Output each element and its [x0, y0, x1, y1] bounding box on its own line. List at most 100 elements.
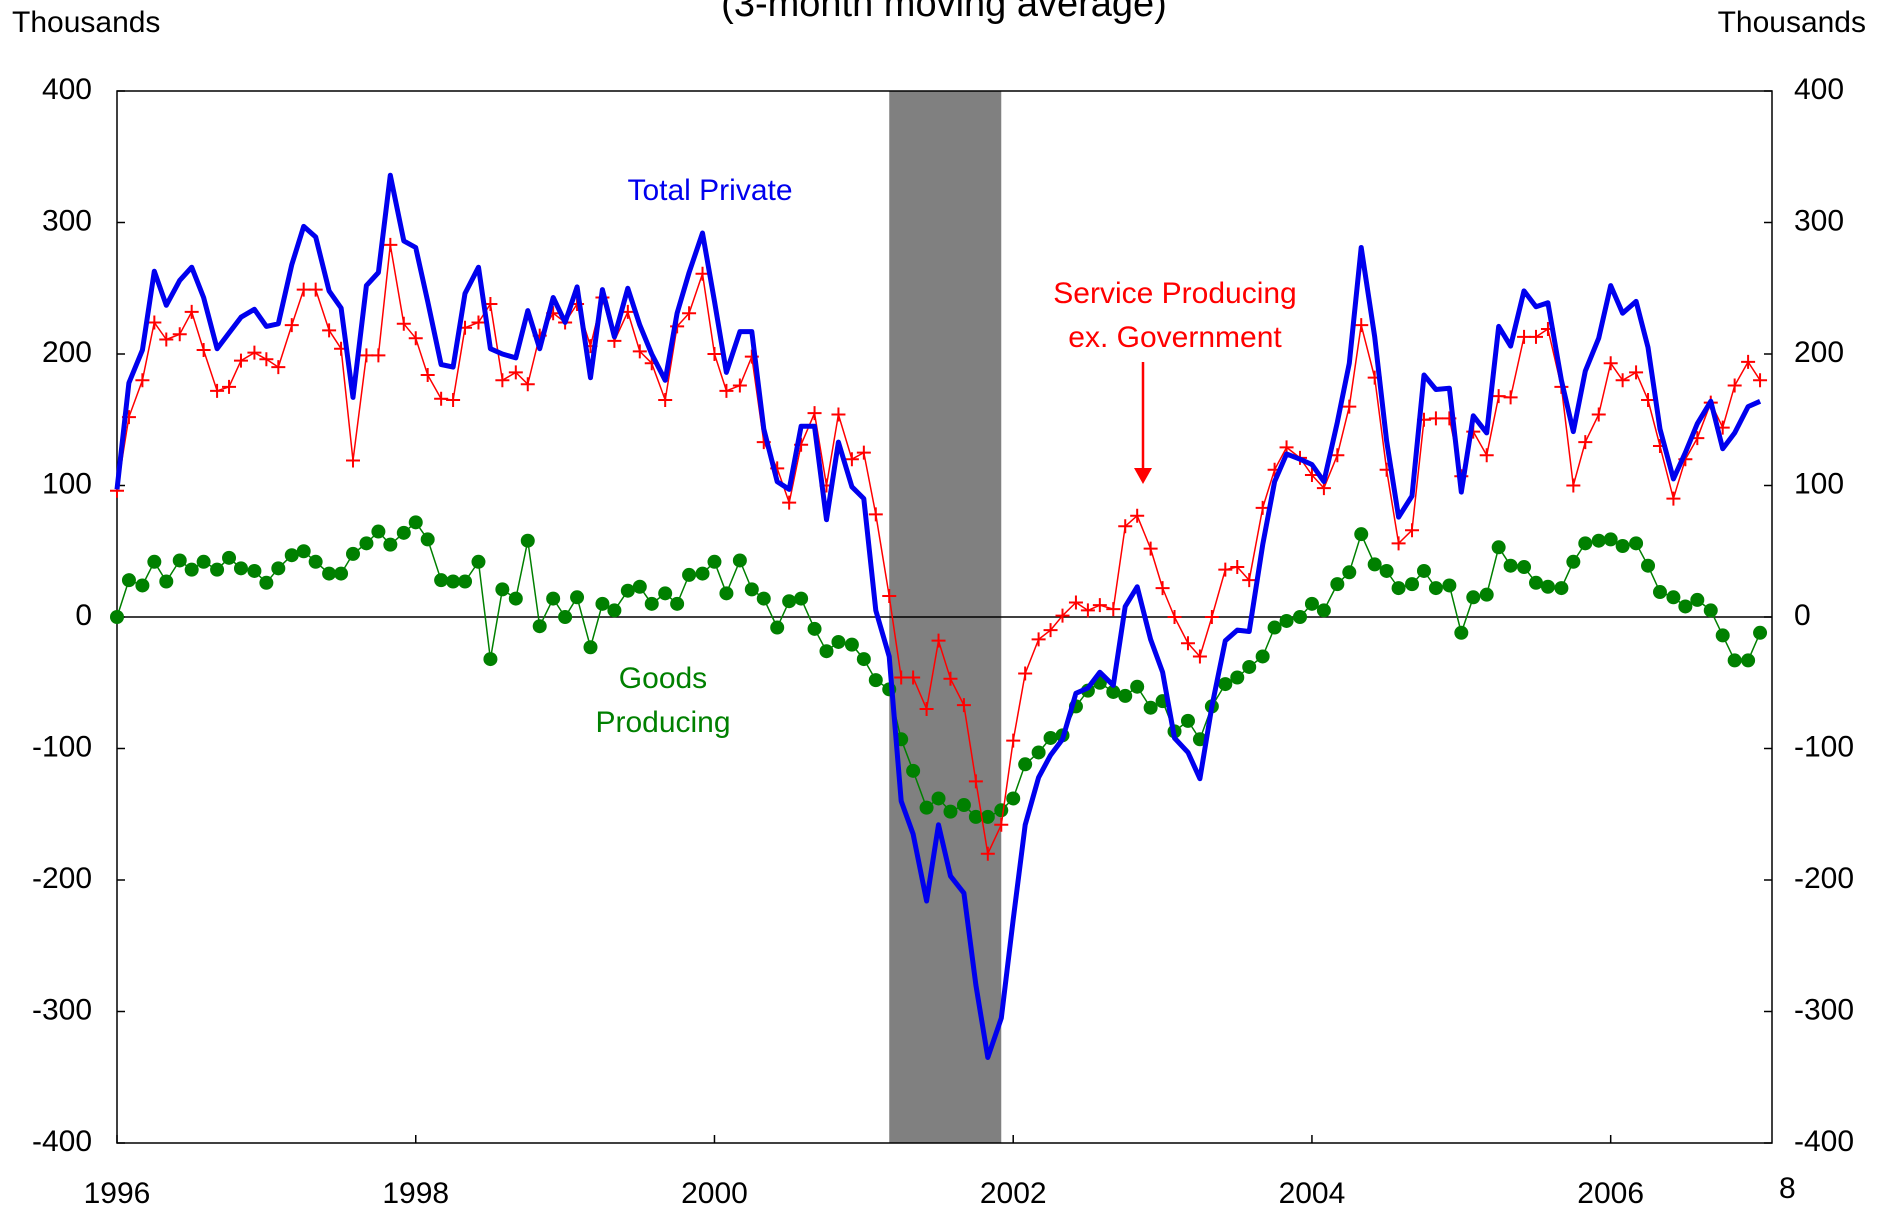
point — [1727, 653, 1742, 668]
point — [147, 315, 162, 330]
point — [1267, 620, 1282, 635]
point — [420, 368, 435, 383]
point — [396, 316, 411, 331]
point — [196, 554, 211, 569]
y-axis-label: Thousands — [12, 6, 160, 39]
series-line — [114, 172, 1762, 1060]
point — [1641, 558, 1656, 573]
point — [1566, 554, 1581, 569]
point — [359, 348, 374, 363]
annotation: Total Private — [627, 174, 792, 207]
point — [968, 809, 983, 824]
point — [210, 562, 225, 577]
point — [1503, 558, 1518, 573]
point — [868, 673, 883, 688]
point — [359, 536, 374, 551]
point — [1629, 365, 1644, 380]
point — [1330, 577, 1345, 592]
point — [819, 644, 834, 659]
point — [159, 332, 174, 347]
y-tick-label: 0 — [75, 599, 92, 632]
y2-tick-label: -400 — [1794, 1125, 1854, 1158]
point — [271, 561, 286, 576]
point — [1528, 575, 1543, 590]
point — [1367, 557, 1382, 572]
point — [956, 698, 971, 713]
point — [508, 365, 523, 380]
point — [322, 566, 337, 581]
point — [1491, 389, 1506, 404]
point — [1354, 318, 1369, 333]
point — [1167, 610, 1182, 624]
point — [308, 282, 323, 297]
x-tick-label: 2000 — [681, 1177, 748, 1210]
point — [296, 282, 311, 297]
point — [1727, 378, 1742, 393]
point — [1652, 585, 1667, 600]
point — [583, 640, 598, 655]
point — [1629, 536, 1644, 551]
point — [1204, 610, 1219, 624]
point — [1566, 478, 1581, 493]
point — [1242, 659, 1257, 674]
point — [1354, 527, 1369, 542]
point — [1080, 603, 1095, 618]
point — [1180, 713, 1195, 728]
point — [1043, 623, 1058, 638]
point — [233, 561, 248, 576]
point — [196, 343, 211, 358]
y-tick-label: 100 — [42, 467, 92, 500]
point — [906, 763, 921, 778]
point — [1641, 393, 1656, 408]
point — [1517, 329, 1532, 344]
point — [1666, 491, 1681, 506]
point — [1454, 625, 1469, 640]
point — [284, 318, 299, 333]
point — [446, 393, 461, 408]
point — [471, 315, 486, 330]
point — [707, 554, 722, 569]
point — [259, 352, 274, 367]
point — [756, 591, 771, 606]
y2-tick-label: 400 — [1794, 73, 1844, 106]
point — [159, 574, 174, 589]
point — [1143, 700, 1158, 715]
annotation: Producing — [595, 706, 730, 739]
point — [831, 407, 846, 422]
point — [1230, 560, 1245, 575]
point — [371, 348, 386, 363]
point — [794, 591, 809, 606]
point — [1416, 563, 1431, 578]
point — [558, 610, 573, 624]
point — [495, 582, 510, 597]
point — [346, 453, 361, 468]
point — [732, 553, 747, 568]
annotation: ex. Government — [1068, 321, 1282, 354]
point — [994, 803, 1009, 818]
y-tick-label: 200 — [42, 336, 92, 369]
point — [682, 567, 697, 582]
point — [1405, 523, 1420, 538]
point — [620, 583, 635, 598]
point — [222, 379, 237, 394]
point — [1678, 599, 1693, 614]
point — [1155, 581, 1170, 596]
point — [1018, 757, 1033, 772]
annotation: Goods — [619, 662, 707, 695]
point — [334, 566, 349, 581]
point — [408, 515, 423, 530]
point — [383, 237, 398, 252]
point — [1043, 730, 1058, 745]
point — [233, 353, 248, 368]
y-tick-label: -200 — [32, 862, 92, 895]
point — [434, 573, 449, 588]
x-tick-label: 1996 — [84, 1177, 151, 1210]
point — [994, 817, 1009, 832]
point — [1503, 390, 1518, 405]
point — [1578, 536, 1593, 551]
point — [383, 537, 398, 552]
point — [943, 804, 958, 819]
point — [906, 670, 921, 685]
point — [807, 406, 822, 421]
point — [1479, 587, 1494, 602]
